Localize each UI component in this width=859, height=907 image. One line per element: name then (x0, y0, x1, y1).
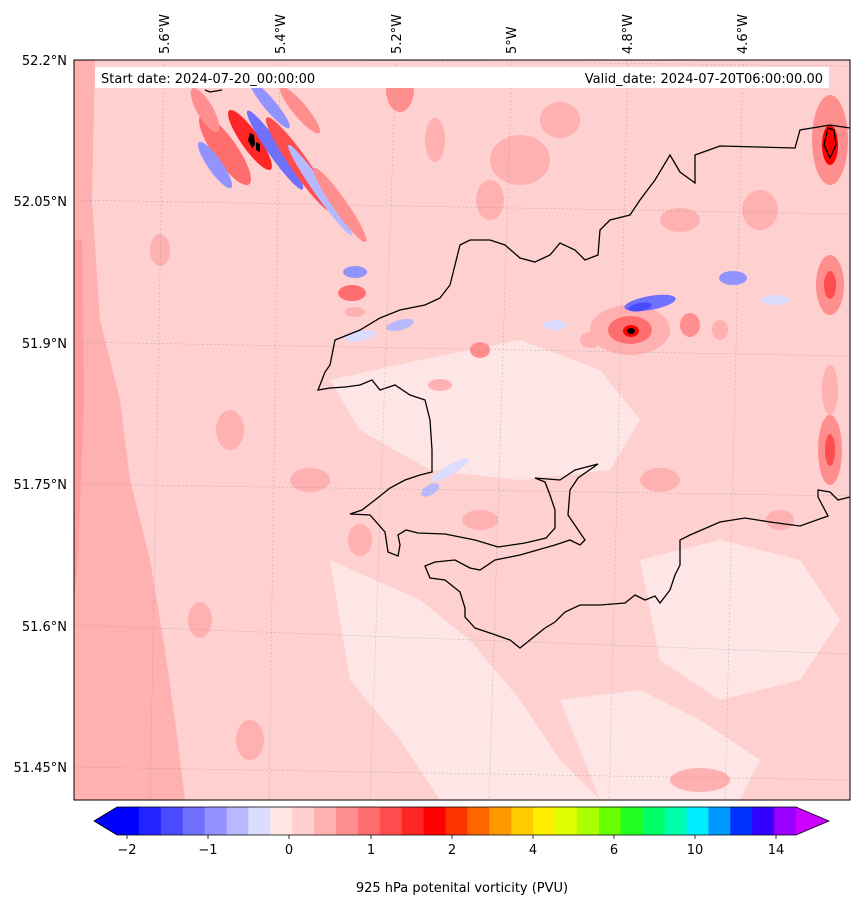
colorbar-tick-label: 4 (529, 843, 537, 858)
colorbar-under-arrow (94, 807, 117, 835)
colorbar-segment (664, 807, 687, 835)
colorbar-segment (379, 807, 403, 835)
colorbar-segment (160, 807, 184, 835)
central-pv-feature (543, 271, 789, 355)
colorbar-tick-label: 2 (448, 843, 456, 858)
colorbar-ticks: −2 −1 0 1 2 4 6 10 14 (117, 835, 784, 858)
colorbar-segment (226, 807, 249, 835)
lon-tick-label: 5.4°W (274, 14, 289, 54)
colorbar-segment (752, 807, 775, 835)
lat-tick-label: 51.9°N (22, 337, 67, 352)
colorbar-segment (270, 807, 293, 835)
map-plot-area (74, 60, 850, 800)
colorbar-segment (642, 807, 666, 835)
colorbar-segment (620, 807, 644, 835)
lat-tick-label: 51.75°N (14, 478, 67, 493)
colorbar-segment (533, 807, 556, 835)
lat-tick-label: 51.45°N (14, 761, 67, 776)
lon-tick-labels: 5.6°W 5.4°W 5.2°W 5°W 4.8°W 4.6°W (158, 14, 751, 54)
colorbar-segment (598, 807, 622, 835)
wave-streaks (190, 68, 504, 497)
lon-tick-label: 5.6°W (158, 14, 173, 54)
colorbar-segment (314, 807, 337, 835)
colorbar-tick-label: 10 (687, 843, 704, 858)
colorbar-tick-label: 6 (610, 843, 618, 858)
colorbar-over-arrow (796, 807, 829, 835)
colorbar-segment (248, 807, 271, 835)
colorbar-segment (445, 807, 468, 835)
lat-tick-label: 52.05°N (14, 195, 67, 210)
colorbar-segment (686, 807, 709, 835)
lat-tick-label: 52.2°N (22, 54, 67, 69)
colorbar-title: 925 hPa potenital vorticity (PVU) (356, 881, 568, 896)
western-pv-band-inner (74, 240, 84, 600)
colorbar: −2 −1 0 1 2 4 6 10 14 925 hPa potenital vorticit… (93, 806, 831, 896)
colorbar-segment (138, 807, 162, 835)
colorbar-segment (401, 807, 425, 835)
lon-tick-label: 5.2°W (390, 14, 405, 54)
pv-contour-nw (248, 133, 260, 152)
colorbar-segment (357, 807, 381, 835)
colorbar-segments (117, 807, 797, 835)
colorbar-segment (774, 807, 797, 835)
pale-region-east (640, 540, 840, 700)
colorbar-segment (467, 807, 490, 835)
map-frame (73, 59, 851, 801)
colorbar-tick-label: 14 (768, 843, 785, 858)
colorbar-segment (117, 807, 140, 835)
start-date-label: Start date: 2024-07-20_00:00:00 (101, 72, 315, 87)
colorbar-segment (292, 807, 315, 835)
valid-date-label: Valid_date: 2024-07-20T06:00:00.00 (585, 72, 823, 87)
colorbar-segment (336, 807, 359, 835)
lat-tick-labels: 52.2°N 52.05°N 51.9°N 51.75°N 51.6°N 51.… (14, 54, 67, 776)
lon-tick-label: 4.8°W (621, 14, 636, 54)
coastline-north (316, 124, 850, 649)
colorbar-segment (489, 807, 512, 835)
colorbar-segment (204, 807, 228, 835)
info-box (95, 67, 829, 88)
colorbar-outline (93, 806, 831, 836)
colorbar-segment (182, 807, 206, 835)
pale-region-south (330, 560, 600, 800)
lon-tick-label: 4.6°W (736, 14, 751, 54)
colorbar-tick-label: 1 (367, 843, 375, 858)
lat-tick-label: 51.6°N (22, 620, 67, 635)
graticule (74, 60, 850, 800)
colorbar-segment (555, 807, 578, 835)
coastline-northwest (204, 89, 223, 93)
colorbar-tick-label: 0 (285, 843, 293, 858)
colorbar-tick-label: −2 (117, 843, 136, 858)
colorbar-segment (576, 807, 600, 835)
scattered-blotches (150, 102, 794, 792)
lon-tick-label: 5°W (505, 26, 520, 54)
colorbar-segment (708, 807, 731, 835)
coastline-island-east (823, 127, 837, 160)
colorbar-segment (423, 807, 447, 835)
western-pv-band (74, 60, 185, 800)
colorbar-segment (730, 807, 753, 835)
colorbar-segment (511, 807, 534, 835)
pale-region-central (330, 340, 640, 480)
colorbar-tick-label: −1 (198, 843, 217, 858)
